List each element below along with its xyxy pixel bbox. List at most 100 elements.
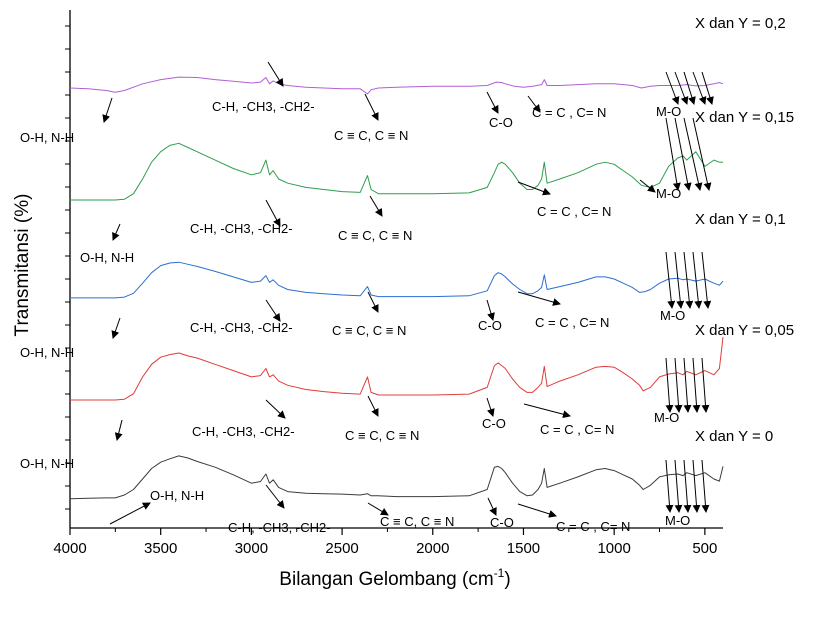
annotation-label: O-H, N-H <box>20 130 74 145</box>
annotation-arrow <box>364 93 379 121</box>
annotation-label: O-H, N-H <box>80 250 134 265</box>
annotation-arrow <box>639 179 656 193</box>
annotation-arrow <box>683 117 703 191</box>
annotation-arrow <box>265 299 281 322</box>
series-line <box>70 336 724 401</box>
annotation-arrow <box>674 117 692 191</box>
x-axis-title: Bilangan Gelombang (cm-1) <box>279 566 510 590</box>
series-line <box>69 455 724 500</box>
annotation-arrow <box>692 459 701 513</box>
annotation-arrow <box>692 117 712 191</box>
annotation-arrow <box>112 223 121 241</box>
annotation-arrow <box>267 61 284 87</box>
annotation-label: C = C , C= N <box>540 422 614 437</box>
x-tick-label: 1000 <box>597 540 630 557</box>
series-label: X dan Y = 0,2 <box>695 15 786 32</box>
annotation-label: C-H, -CH3, -CH2- <box>190 320 293 335</box>
annotation-arrow <box>665 251 676 309</box>
annotation-label: M-O <box>665 513 690 528</box>
annotation-label: M-O <box>660 308 685 323</box>
x-tick-label: 1500 <box>507 540 540 557</box>
annotation-arrow <box>367 395 379 417</box>
annotation-label: C = C , C= N <box>556 519 630 534</box>
annotation-arrow <box>665 71 680 105</box>
annotation-label: C ≡ C, C ≡ N <box>332 323 406 338</box>
annotation-label: O-H, N-H <box>150 488 204 503</box>
annotation-arrow <box>109 502 151 525</box>
x-tick-marks: 4000 3500 3000 2500 2000 1500 1000 500 <box>53 528 717 557</box>
annotation-arrow <box>486 91 499 114</box>
annotation-label: C ≡ C, C ≡ N <box>380 514 454 529</box>
annotation-arrow <box>701 71 714 105</box>
annotation-arrow <box>665 459 674 513</box>
x-tick-label: 4000 <box>53 540 86 557</box>
annotation-arrow <box>692 357 701 413</box>
annotation-arrow <box>527 95 541 113</box>
annotation-label: C ≡ C, C ≡ N <box>334 128 408 143</box>
annotation-arrow <box>701 251 712 309</box>
series-line <box>69 76 724 95</box>
annotation-arrow <box>665 357 674 413</box>
annotation-label: C-O <box>489 115 513 130</box>
annotation-arrow <box>517 291 561 306</box>
annotation-label: C ≡ C, C ≡ N <box>345 428 419 443</box>
annotation-arrow <box>674 357 683 413</box>
annotation-arrow <box>487 497 497 516</box>
annotation-arrow <box>674 251 685 309</box>
annotation-label: C = C , C= N <box>532 105 606 120</box>
annotation-label: C-O <box>482 416 506 431</box>
annotation-arrow <box>683 71 696 105</box>
annotation-label: C-H, -CH3, -CH2- <box>228 520 331 535</box>
annotation-arrow <box>674 71 689 105</box>
annotation-arrow <box>367 502 389 516</box>
annotation-label: C-H, -CH3, -CH2- <box>212 99 315 114</box>
annotation-arrow <box>265 484 285 509</box>
annotation-arrow <box>367 291 379 313</box>
annotation-label: C-H, -CH3, -CH2- <box>192 424 295 439</box>
annotation-label: C-O <box>478 318 502 333</box>
annotation-label: C = C , C= N <box>537 204 611 219</box>
series-label: X dan Y = 0,1 <box>695 211 786 228</box>
annotation-arrow <box>486 397 495 417</box>
annotation-label: C ≡ C, C ≡ N <box>338 228 412 243</box>
annotation-arrow <box>486 299 495 321</box>
x-tick-label: 2000 <box>416 540 449 557</box>
annotation-arrow <box>683 459 692 513</box>
x-tick-label: 3500 <box>144 540 177 557</box>
annotation-arrow <box>692 251 703 309</box>
annotation-arrow <box>517 181 551 196</box>
y-tick-marks <box>65 25 70 510</box>
series-line <box>70 142 723 201</box>
annotation-arrow <box>102 97 113 123</box>
annotation-arrow <box>523 403 571 419</box>
annotation-label: C-O <box>490 515 514 530</box>
x-tick-label: 500 <box>692 540 717 557</box>
x-axis-title-sup: -1 <box>494 566 505 580</box>
x-tick-label: 2500 <box>325 540 358 557</box>
x-tick-label: 3000 <box>235 540 268 557</box>
annotation-label: M-O <box>656 104 681 119</box>
annotation-arrow <box>265 199 281 227</box>
x-axis-title-tail: ) <box>504 569 510 590</box>
annotation-arrow <box>114 419 123 441</box>
annotation-arrow <box>701 357 710 413</box>
series-label: X dan Y = 0,05 <box>695 322 794 339</box>
series-labels: X dan Y = 0,2 X dan Y = 0,15 X dan Y = 0,1… <box>695 15 794 445</box>
series-label: X dan Y = 0,15 <box>695 109 794 126</box>
annotation-arrow <box>665 117 681 191</box>
series-line <box>70 261 724 299</box>
annotation-arrow <box>517 503 557 518</box>
annotation-label: M-O <box>654 410 679 425</box>
annotation-arrow <box>683 251 694 309</box>
annotation-arrow <box>701 459 710 513</box>
series-layer <box>69 76 724 500</box>
annotation-arrow <box>111 317 121 339</box>
annotation-label: O-H, N-H <box>20 345 74 360</box>
annotation-arrow <box>683 357 692 413</box>
y-axis-title: Transmitansi (%) <box>12 194 33 337</box>
annotation-arrow <box>674 459 683 513</box>
annotation-arrow <box>369 195 383 217</box>
annotation-label: O-H, N-H <box>20 456 74 471</box>
annotation-arrow <box>265 399 286 419</box>
